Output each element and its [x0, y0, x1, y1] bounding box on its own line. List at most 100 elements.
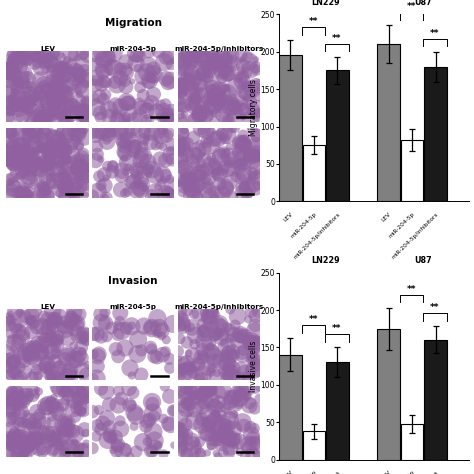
Point: [3, 349, 10, 356]
Point: [153, 128, 160, 135]
Point: [79, 107, 86, 114]
Point: [26, 175, 33, 182]
Point: [78, 155, 85, 162]
Point: [135, 184, 143, 191]
Point: [71, 102, 79, 110]
Point: [75, 310, 83, 318]
Point: [16, 309, 23, 317]
Point: [65, 320, 73, 328]
Point: [90, 330, 98, 337]
Point: [217, 324, 224, 331]
Point: [11, 322, 19, 329]
Point: [176, 434, 183, 442]
Point: [47, 348, 55, 356]
Point: [14, 85, 21, 93]
Point: [20, 185, 27, 192]
Point: [210, 59, 218, 66]
Point: [106, 113, 113, 120]
Point: [201, 67, 209, 75]
Point: [208, 154, 215, 162]
Point: [246, 339, 254, 347]
Point: [239, 168, 247, 176]
Point: [105, 401, 113, 408]
Point: [192, 168, 200, 176]
Point: [68, 137, 75, 145]
Point: [178, 144, 186, 152]
Point: [8, 432, 16, 439]
Point: [252, 55, 260, 63]
Point: [58, 373, 65, 381]
Point: [36, 76, 44, 84]
Point: [17, 420, 24, 428]
Point: [70, 318, 78, 325]
Point: [190, 134, 197, 141]
Point: [146, 77, 153, 84]
Point: [180, 442, 187, 450]
Point: [9, 159, 17, 166]
Point: [84, 117, 91, 124]
Point: [183, 140, 191, 148]
Point: [225, 117, 233, 124]
Point: [167, 61, 175, 69]
Point: [53, 334, 61, 341]
Point: [11, 451, 18, 459]
Point: [176, 314, 184, 322]
Point: [15, 105, 22, 112]
Point: [23, 70, 31, 78]
Point: [175, 138, 182, 146]
Point: [20, 79, 27, 86]
Point: [27, 133, 34, 141]
Point: [226, 326, 234, 334]
Point: [37, 63, 45, 71]
Point: [55, 88, 63, 95]
Point: [82, 76, 90, 84]
Point: [210, 401, 218, 409]
Point: [117, 309, 124, 317]
Point: [6, 319, 14, 327]
Point: [39, 350, 46, 358]
Point: [54, 169, 61, 177]
Point: [226, 153, 234, 161]
Point: [40, 129, 48, 137]
Point: [247, 337, 255, 345]
Point: [47, 333, 55, 340]
Point: [185, 350, 192, 357]
Point: [251, 154, 259, 161]
Point: [49, 413, 56, 420]
Point: [221, 339, 228, 347]
Point: [27, 317, 34, 324]
Point: [148, 400, 156, 408]
Point: [150, 413, 157, 420]
Point: [47, 397, 55, 404]
Point: [146, 166, 153, 173]
Point: [240, 137, 248, 145]
Point: [42, 164, 50, 171]
Point: [223, 84, 231, 92]
Point: [26, 174, 33, 182]
Point: [64, 179, 72, 187]
Point: [22, 58, 30, 65]
Point: [179, 85, 187, 92]
Point: [49, 82, 57, 89]
Point: [74, 73, 82, 81]
Point: [112, 433, 119, 441]
Point: [209, 88, 217, 96]
Point: [231, 410, 238, 418]
Point: [118, 167, 126, 174]
Point: [37, 116, 45, 124]
Point: [14, 442, 21, 450]
Point: [245, 58, 253, 65]
Point: [151, 353, 158, 360]
Point: [182, 170, 190, 178]
Point: [246, 401, 253, 409]
Point: [205, 385, 212, 392]
Point: [243, 69, 251, 76]
Point: [218, 439, 226, 447]
Point: [47, 109, 55, 117]
Point: [176, 83, 184, 91]
Point: [27, 97, 35, 104]
Point: [54, 91, 61, 99]
Point: [5, 90, 13, 97]
Point: [169, 192, 176, 200]
Point: [31, 344, 39, 351]
